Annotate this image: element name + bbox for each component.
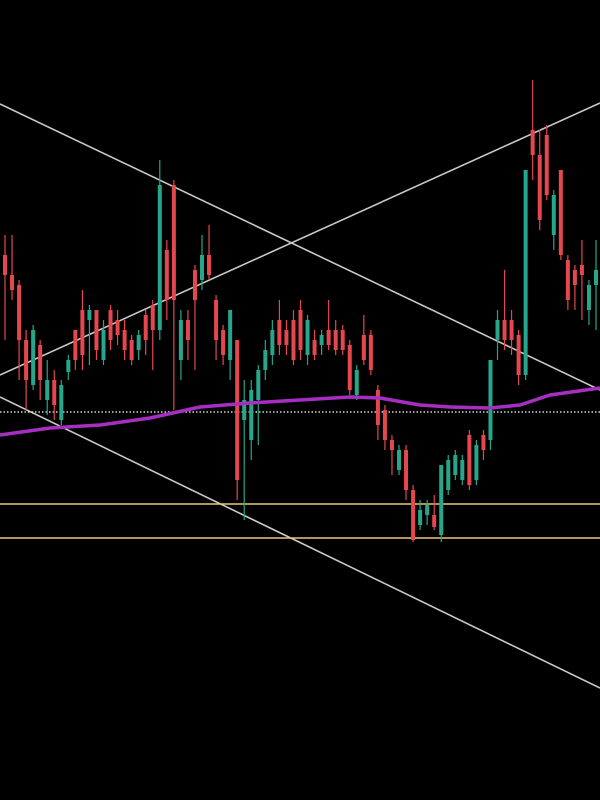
candle-body: [284, 330, 289, 345]
candle-body: [516, 335, 521, 375]
candle-body: [185, 320, 190, 340]
candle-body: [256, 370, 261, 400]
candle-body: [474, 445, 479, 480]
candle-body: [418, 510, 423, 525]
candle-body: [136, 335, 141, 350]
candle-body: [263, 350, 268, 370]
candle-body: [52, 380, 57, 405]
candle-body: [87, 310, 92, 320]
candle-body: [319, 335, 324, 345]
candle-body: [24, 340, 29, 380]
candle-body: [235, 340, 240, 480]
candle-body: [10, 275, 15, 290]
candle-body: [488, 360, 493, 440]
candle-body: [150, 305, 155, 330]
candle-body: [270, 330, 275, 355]
candle-body: [382, 410, 387, 440]
candle-body: [361, 335, 366, 360]
moving-average: [0, 386, 600, 437]
candle-body: [579, 265, 584, 275]
candle-body: [80, 310, 85, 355]
candle-body: [242, 400, 247, 420]
candle-body: [94, 310, 99, 350]
candle-body: [200, 255, 204, 280]
trend-line: [0, 103, 600, 391]
candle-body: [558, 170, 563, 255]
candle-body: [544, 135, 549, 195]
candle-body: [460, 460, 465, 480]
candle-body: [354, 370, 359, 395]
candle-body: [129, 340, 134, 360]
candle-body: [45, 380, 50, 400]
candle-body: [565, 260, 570, 300]
candle-body: [38, 345, 43, 380]
candle-body: [347, 345, 352, 390]
candle-body: [439, 465, 444, 535]
candle-body: [17, 285, 22, 340]
candle-body: [221, 330, 226, 355]
candle-body: [3, 255, 7, 275]
candle-body: [178, 320, 183, 360]
candle-body: [397, 450, 401, 470]
candle-body: [171, 185, 176, 300]
candle-body: [214, 300, 219, 340]
candle-body: [333, 330, 338, 350]
candle-body: [277, 320, 282, 345]
candle-body: [31, 330, 36, 385]
candle-body: [509, 320, 514, 340]
candle-body: [594, 270, 598, 285]
candle-body: [551, 195, 556, 235]
candle-body: [572, 270, 577, 285]
candle-body: [481, 435, 486, 450]
candle-body: [143, 315, 148, 340]
candle-body: [73, 330, 78, 360]
candle-body: [432, 515, 437, 527]
candle-body: [425, 505, 430, 515]
candle-body: [101, 330, 106, 360]
candle-body: [164, 250, 169, 300]
candle-body: [192, 270, 197, 300]
candle-body: [389, 440, 394, 450]
candle-body: [467, 435, 472, 485]
candle-body: [537, 155, 542, 220]
candle-body: [122, 330, 127, 350]
candle-body: [228, 310, 233, 360]
candle-body: [157, 185, 162, 330]
candle-body: [249, 390, 254, 440]
candle-body: [312, 340, 317, 355]
candle-body: [530, 130, 535, 155]
candle-body: [305, 320, 310, 355]
candle-body: [453, 455, 458, 475]
candle-body: [375, 390, 380, 425]
candle-body: [446, 460, 451, 490]
candle-body: [298, 310, 303, 350]
candle-body: [115, 320, 120, 335]
candle-body: [502, 320, 507, 340]
candle-body: [207, 255, 212, 275]
candle-body: [291, 320, 296, 360]
candle-body: [66, 360, 71, 372]
candle-body: [411, 490, 416, 540]
candle-body: [404, 450, 409, 490]
trend-line: [0, 102, 600, 376]
candle-body: [495, 320, 500, 340]
candle-body: [340, 330, 345, 350]
trend-line: [0, 396, 600, 689]
candle-body: [586, 285, 591, 310]
candle-body: [368, 335, 373, 370]
candle-body: [108, 310, 113, 340]
candle-body: [326, 330, 331, 345]
candle-body: [523, 170, 528, 375]
candle-body: [59, 385, 64, 420]
